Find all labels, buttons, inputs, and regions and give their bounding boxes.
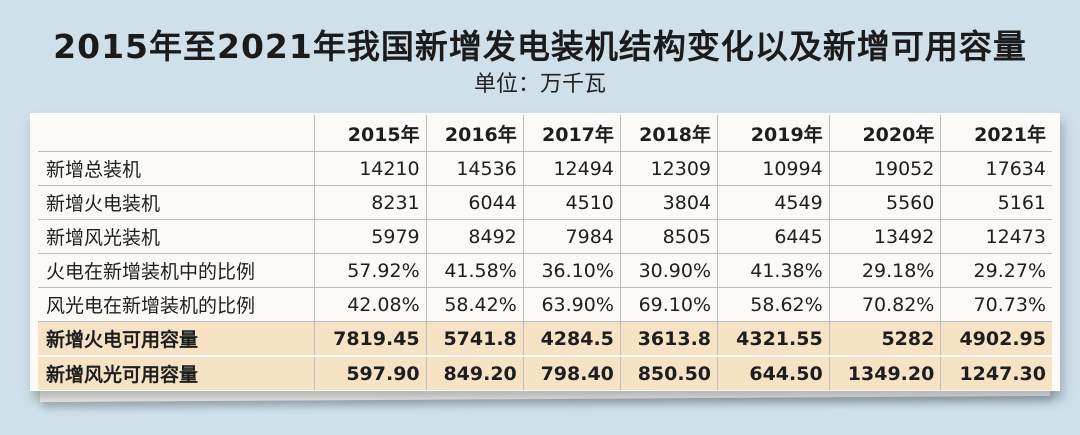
row-label: 新增总装机 (38, 151, 315, 186)
table-cell: 12494 (522, 151, 621, 186)
table-cell: 849.20 (425, 356, 524, 390)
table-cell: 30.90% (619, 253, 718, 288)
table-cell: 41.38% (717, 253, 830, 288)
header-corner (38, 115, 315, 152)
table-cell: 7819.45 (314, 321, 427, 357)
table-cell: 8492 (425, 219, 524, 254)
table-cell: 644.50 (717, 356, 830, 390)
table-cell: 36.10% (522, 253, 621, 288)
column-header: 2018年 (619, 115, 718, 152)
row-label: 新增火电可用容量 (38, 321, 315, 357)
table-cell: 4549 (717, 185, 830, 220)
table-cell: 17634 (940, 151, 1052, 186)
table-cell: 58.62% (717, 287, 830, 322)
table-cell: 1247.30 (940, 356, 1052, 390)
table-row: 新增总装机 14210 14536 12494 12309 10994 19052 17634 (38, 151, 1052, 186)
table-cell: 58.42% (425, 287, 524, 322)
table-row: 新增火电可用容量 7819.45 5741.8 4284.5 3613.8 4321.55… (38, 321, 1052, 357)
table-cell: 3804 (619, 185, 718, 220)
table-cell: 6445 (717, 219, 830, 254)
column-header: 2019年 (717, 115, 830, 152)
column-header: 2020年 (828, 115, 941, 152)
chart-title: 2015年至2021年我国新增发电装机结构变化以及新增可用容量 (53, 27, 1027, 66)
table-cell: 5161 (940, 185, 1052, 220)
table-cell: 14210 (314, 151, 427, 186)
table-cell: 29.27% (940, 253, 1052, 288)
table-cell: 597.90 (314, 356, 427, 390)
table-cell: 5741.8 (425, 321, 524, 357)
table-cell: 8231 (314, 185, 427, 220)
table-cell: 8505 (619, 219, 718, 254)
table-cell: 19052 (828, 151, 941, 186)
table-cell: 41.58% (425, 253, 524, 288)
table-body: 新增总装机 14210 14536 12494 12309 10994 19052 17634… (38, 151, 1052, 390)
table-cell: 1349.20 (828, 356, 941, 390)
table-row: 新增风光可用容量 597.90 849.20 798.40 850.50 644.50 13… (38, 356, 1052, 390)
table-cell: 5979 (314, 219, 427, 254)
table-row: 新增火电装机 8231 6044 4510 3804 4549 5560 5161 (38, 185, 1052, 220)
row-label: 风光电在新增装机的比例 (38, 287, 315, 322)
table-cell: 850.50 (619, 356, 718, 390)
table-cell: 29.18% (828, 253, 941, 288)
row-label: 火电在新增装机中的比例 (38, 253, 315, 288)
data-table: 2015年 2016年 2017年 2018年 2019年 2020年 2021… (38, 115, 1052, 390)
table-row: 风光电在新增装机的比例 42.08% 58.42% 63.90% 69.10% 58.62… (38, 287, 1052, 322)
table-cell: 69.10% (619, 287, 718, 322)
table-cell: 14536 (425, 151, 524, 186)
table-cell: 6044 (425, 185, 524, 220)
row-label: 新增风光可用容量 (38, 356, 315, 390)
table-cell: 4321.55 (717, 321, 830, 357)
table-cell: 13492 (828, 219, 941, 254)
table-cell: 12473 (940, 219, 1052, 254)
table-cell: 4902.95 (940, 321, 1052, 357)
table-cell: 798.40 (522, 356, 621, 390)
column-header: 2017年 (522, 115, 621, 152)
column-header: 2021年 (940, 115, 1052, 152)
table-cell: 42.08% (314, 287, 427, 322)
unit-label: 单位：万千瓦 (473, 72, 606, 97)
table-cell: 4284.5 (522, 321, 621, 357)
row-label: 新增风光装机 (38, 219, 315, 254)
row-label: 新增火电装机 (38, 185, 315, 220)
table-cell: 3613.8 (619, 321, 718, 357)
table-cell: 70.73% (940, 287, 1052, 322)
table-cell: 5560 (828, 185, 941, 220)
table-cell: 70.82% (828, 287, 941, 322)
table-cell: 7984 (522, 219, 621, 254)
column-header: 2015年 (314, 115, 427, 152)
table-cell: 12309 (619, 151, 718, 186)
table-row: 火电在新增装机中的比例 57.92% 41.58% 36.10% 30.90% 41.38… (38, 253, 1052, 288)
table-cell: 57.92% (314, 253, 427, 288)
table-cell: 4510 (522, 185, 621, 220)
table-cell: 5282 (828, 321, 941, 357)
table-cell: 63.90% (522, 287, 621, 322)
header-row: 2015年 2016年 2017年 2018年 2019年 2020年 2021… (38, 115, 1052, 152)
table-row: 新增风光装机 5979 8492 7984 8505 6445 13492 12473 (38, 219, 1052, 254)
table-cell: 10994 (717, 151, 830, 186)
column-header: 2016年 (425, 115, 524, 152)
